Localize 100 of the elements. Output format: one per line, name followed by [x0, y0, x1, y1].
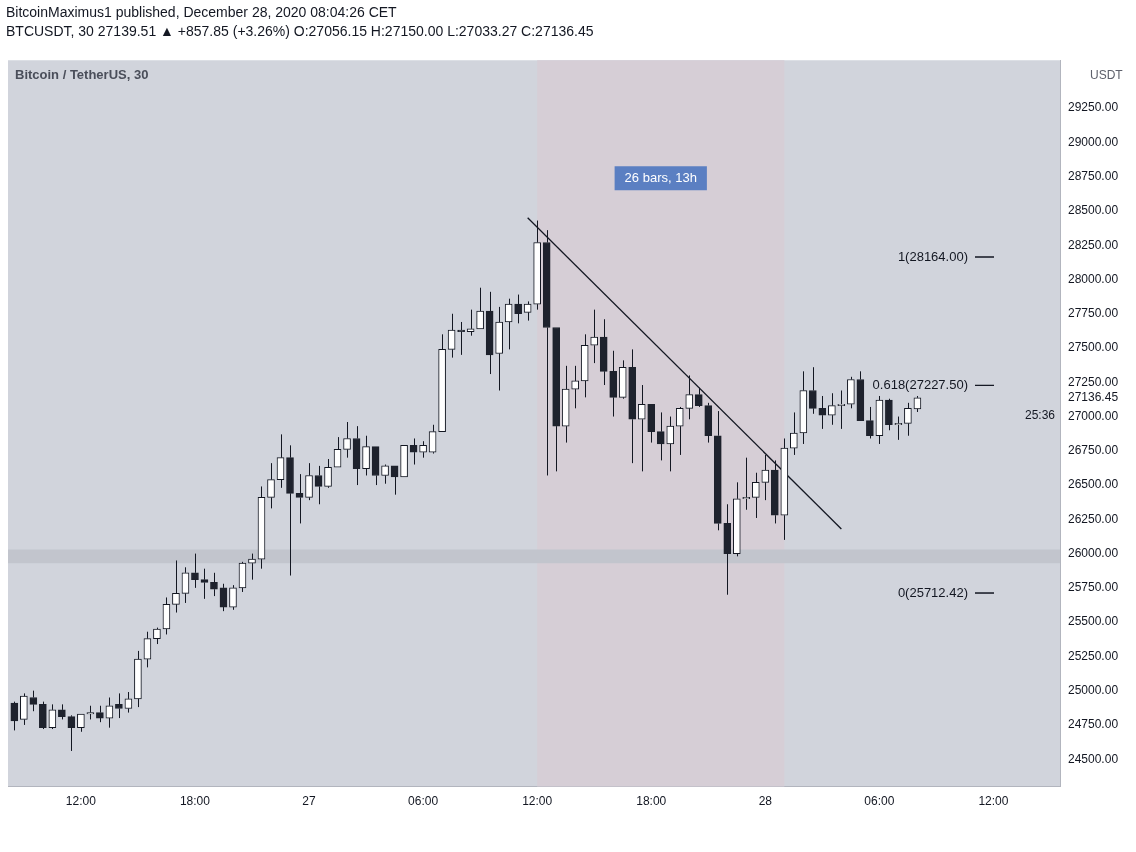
text: BTCUSDT, 30 27139.51 ▲ +857.85 (+3.26%) O:27056.15 H:27150.00 L:27033.27 C:27136.45 — [6, 22, 594, 41]
candlestick — [609, 350, 618, 418]
y-axis-title: USDT — [1090, 67, 1124, 82]
x-tick-label: 06:00 — [408, 794, 439, 809]
candlestick — [828, 392, 836, 426]
ref-line-label: 0(25712.42) — [897, 584, 968, 600]
y-tick-label: 24750.00 — [1068, 717, 1119, 732]
candlestick — [314, 465, 323, 505]
y-tick-label: 28000.00 — [1068, 271, 1119, 286]
candlestick — [134, 650, 142, 708]
candlestick — [362, 435, 370, 476]
candlestick — [685, 374, 694, 420]
candlestick — [438, 333, 446, 432]
candlestick — [590, 309, 599, 364]
x-tick-label: 18:00 — [636, 794, 667, 809]
candlestick — [580, 333, 589, 398]
y-tick-label: 26250.00 — [1068, 511, 1119, 526]
candlestick — [656, 411, 665, 461]
band-label: 26 bars, 13h — [624, 169, 697, 185]
candlestick — [561, 365, 570, 444]
candlestick — [732, 481, 741, 557]
y-tick-label: 24500.00 — [1068, 751, 1119, 766]
candlestick — [200, 568, 209, 600]
candlestick — [67, 716, 76, 752]
y-tick-label: 27750.00 — [1068, 306, 1119, 321]
candlestick — [904, 402, 912, 437]
y-tick-label: 26750.00 — [1068, 443, 1119, 458]
candlestick — [191, 553, 199, 589]
candlestick — [818, 395, 827, 430]
candlestick — [476, 287, 484, 330]
y-tick-label: 25500.00 — [1068, 614, 1119, 629]
candlestick — [276, 433, 285, 489]
candlestick — [599, 318, 608, 386]
x-tick-label: 12:00 — [522, 794, 553, 809]
candlestick — [666, 416, 675, 472]
candlestick — [495, 306, 503, 392]
y-tick-label: 26000.00 — [1068, 545, 1119, 560]
candlestick — [409, 437, 418, 466]
candlestick — [751, 472, 760, 519]
x-tick-label: 27 — [302, 794, 317, 809]
candlestick — [761, 454, 770, 501]
text: Bitcoin / TetherUS, 30 — [15, 66, 149, 82]
candlestick — [229, 584, 237, 611]
candlestick — [647, 403, 656, 444]
y-tick-label: 27500.00 — [1068, 340, 1119, 355]
candlestick — [295, 473, 304, 524]
candlestick — [324, 458, 332, 487]
candlestick — [542, 229, 551, 476]
candlestick — [866, 406, 874, 439]
candlestick — [343, 421, 351, 459]
candlestick — [115, 692, 123, 719]
x-tick-label: 18:00 — [179, 794, 211, 809]
y-tick-label: 25750.00 — [1068, 580, 1119, 595]
candlestick — [86, 705, 95, 720]
candlestick — [675, 407, 684, 456]
y-tick-label: 28250.00 — [1068, 237, 1119, 252]
candlestick — [77, 713, 85, 733]
y-tick-label: 28500.00 — [1068, 203, 1119, 218]
candlestick — [210, 572, 218, 597]
candlestick — [618, 359, 627, 398]
candlestick — [523, 300, 532, 322]
candlestick — [181, 566, 190, 604]
candlestick — [381, 465, 389, 485]
x-tick-label: 28 — [758, 794, 773, 809]
candlestick — [20, 692, 28, 726]
candlestick — [419, 440, 427, 459]
text: BitcoinMaximus1 published, December 28, 2020 08:04:26 CET — [6, 3, 398, 22]
candlestick — [637, 384, 646, 472]
candlestick — [58, 703, 66, 720]
candlestick — [847, 376, 855, 409]
y-tick-label: 25250.00 — [1068, 648, 1119, 663]
y-tick-label: 27250.00 — [1068, 374, 1119, 389]
x-tick-label: 12:00 — [978, 794, 1009, 809]
candlestick — [723, 503, 732, 596]
y-tick-label: 25000.00 — [1068, 682, 1119, 697]
candlestick — [29, 690, 38, 712]
y-tick-label: 29000.00 — [1068, 134, 1119, 149]
candlestick — [628, 348, 637, 464]
candlestick — [172, 559, 180, 614]
x-tick-label: 06:00 — [864, 794, 895, 809]
y-tick-label: 28750.00 — [1068, 169, 1119, 184]
ref-line-label: 1(28164.00) — [897, 248, 968, 264]
candlestick — [248, 553, 256, 581]
candlestick — [333, 436, 342, 468]
x-tick-label: 12:00 — [65, 794, 97, 809]
annotation: 25:36 — [1024, 408, 1056, 423]
candlestick — [704, 402, 713, 444]
ref-line-label: 0.618(27227.50) — [872, 376, 968, 392]
candlestick — [286, 444, 294, 577]
candlestick — [571, 365, 580, 409]
y-tick-label: 26500.00 — [1068, 477, 1119, 492]
candlestick — [371, 446, 380, 486]
candlestick — [552, 327, 561, 472]
candlestick — [267, 462, 275, 509]
candlestick — [428, 424, 437, 453]
candlestick — [305, 462, 313, 501]
candlestick — [770, 459, 779, 524]
y-tick-label: 27000.00 — [1068, 408, 1119, 423]
candlestick — [790, 411, 798, 456]
candlestick — [533, 220, 541, 311]
